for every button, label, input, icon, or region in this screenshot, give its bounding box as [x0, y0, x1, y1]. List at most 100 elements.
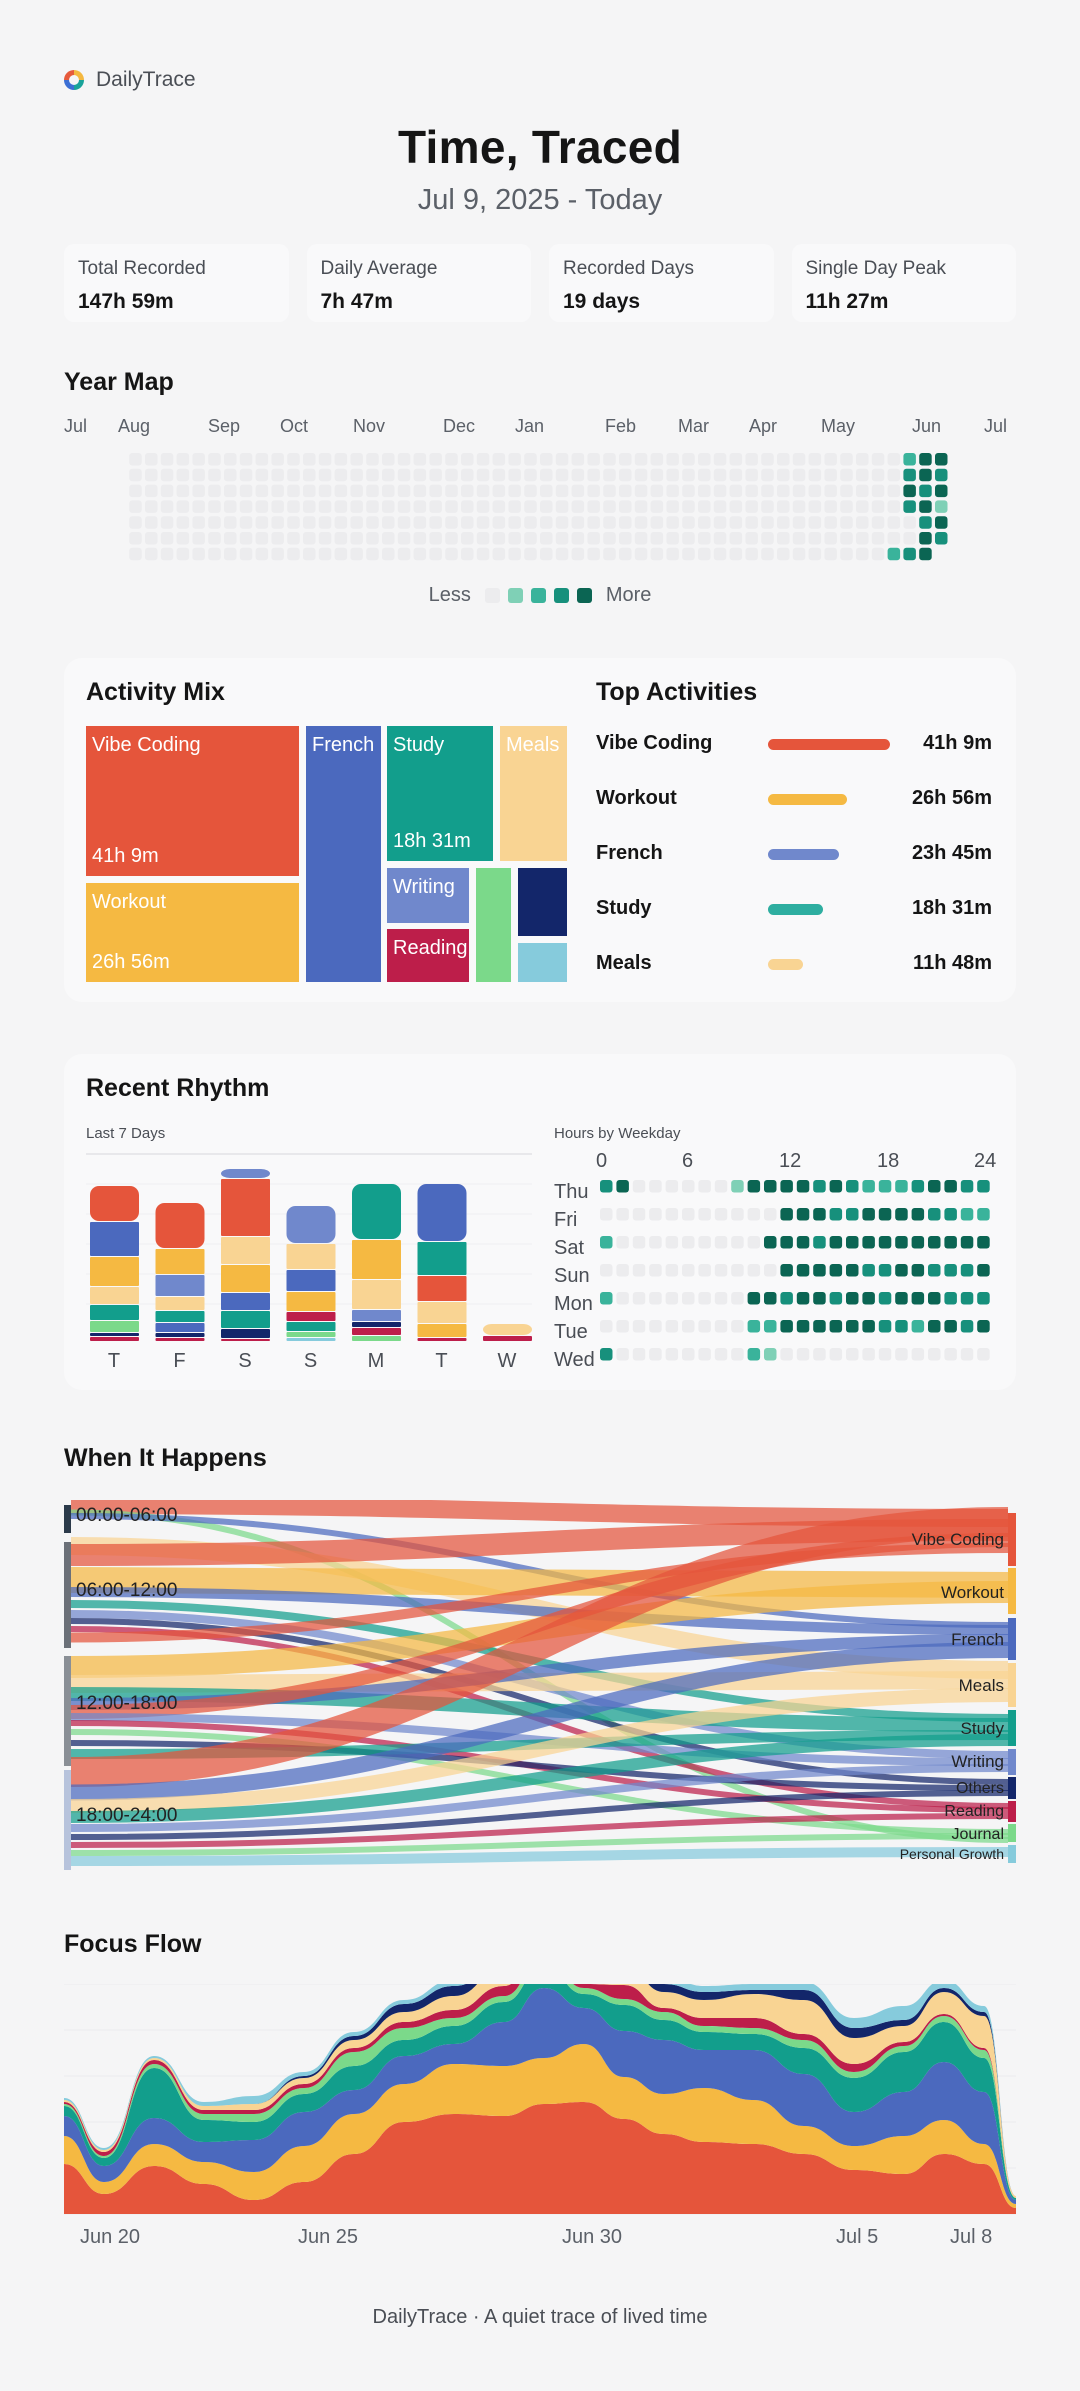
rhythm-bar-segment — [221, 1265, 270, 1292]
heatmap-cell — [911, 1348, 925, 1361]
day-label: S — [303, 1350, 318, 1372]
top-activity-row[interactable]: French 23h 45m — [596, 838, 992, 868]
heatmap-cell — [616, 1292, 629, 1305]
heatmap-cell — [796, 1292, 810, 1305]
treemap-meals[interactable]: Meals — [500, 726, 567, 861]
heatmap-cell — [960, 1180, 974, 1193]
treemap-vibe-coding[interactable]: Vibe Coding 41h 9m — [86, 726, 299, 876]
heatmap-cell — [944, 1292, 957, 1305]
year-map-cell — [792, 532, 806, 545]
year-map-cell — [603, 453, 616, 466]
top-activity-row[interactable]: Study 18h 31m — [596, 893, 992, 923]
year-map-cell — [856, 484, 869, 498]
year-map-cell — [334, 532, 348, 545]
day-label: F — [173, 1350, 186, 1372]
year-map-cell — [303, 453, 316, 466]
year-map-cell — [650, 532, 664, 545]
year-map-cell — [429, 453, 442, 466]
heatmap-cell — [632, 1208, 646, 1221]
year-map-cell — [492, 500, 506, 513]
sankey-activity-label: Meals — [958, 1676, 1004, 1695]
year-map-cell — [777, 468, 790, 482]
year-map-cell — [808, 500, 822, 513]
treemap-value: 41h 9m — [92, 845, 159, 867]
sankey-target-node — [1008, 1710, 1016, 1746]
heatmap-cell — [665, 1348, 679, 1361]
year-map-cell — [745, 532, 758, 545]
heatmap-cell — [911, 1292, 925, 1305]
year-map-cell — [176, 547, 190, 561]
heatmap-cell — [714, 1236, 728, 1249]
year-map-cell — [619, 532, 632, 545]
day-label: M — [367, 1350, 385, 1372]
stat-card: Single Day Peak 11h 27m — [791, 244, 1016, 322]
activity-name: Meals — [596, 952, 652, 974]
top-activity-row[interactable]: Vibe Coding 41h 9m — [596, 728, 992, 758]
treemap-personal-growth[interactable] — [518, 943, 567, 982]
heatmap-cell — [600, 1180, 613, 1193]
heatmap-cell — [632, 1180, 646, 1193]
treemap-others[interactable] — [518, 868, 567, 936]
treemap-study[interactable]: Study 18h 31m — [387, 726, 493, 861]
treemap-reading[interactable]: Reading — [387, 929, 469, 982]
treemap-workout[interactable]: Workout 26h 56m — [86, 883, 299, 982]
stat-label: Daily Average — [320, 258, 438, 279]
heatmap-cell — [862, 1208, 875, 1221]
year-map-cell — [208, 484, 221, 498]
year-map-cell — [840, 500, 853, 513]
top-activity-row[interactable]: Meals 11h 48m — [596, 948, 992, 978]
date-range: Jul 9, 2025 - Today — [417, 184, 663, 216]
month-label: Oct — [280, 416, 309, 436]
year-map-cell — [145, 468, 158, 482]
sankey-target-node — [1008, 1777, 1016, 1799]
year-map-cell — [461, 500, 474, 513]
year-map-cell — [524, 516, 537, 529]
year-map-cell — [698, 468, 711, 482]
treemap-writing[interactable]: Writing — [387, 868, 469, 923]
sankey-activity-label: Others — [955, 1780, 1004, 1797]
heatmap-cell — [813, 1292, 826, 1305]
treemap-french[interactable]: French — [306, 726, 381, 982]
heatmap-cell — [747, 1180, 761, 1193]
heatmap-cell — [829, 1320, 843, 1333]
year-map-cell — [129, 516, 142, 529]
year-map-cell — [255, 468, 269, 482]
year-map-cell — [303, 532, 316, 545]
year-map-cell — [903, 484, 916, 498]
year-map-cell — [871, 453, 885, 466]
year-map-cell — [429, 468, 442, 482]
year-map-cell — [713, 468, 727, 482]
year-map-cell — [745, 484, 758, 498]
year-map-cell — [713, 484, 727, 498]
year-map-cell — [445, 547, 458, 561]
heatmap-cell — [862, 1236, 875, 1249]
day-label: W — [497, 1350, 517, 1372]
year-map-cell — [698, 547, 711, 561]
year-map-cell — [903, 500, 916, 513]
top-activity-row[interactable]: Workout 26h 56m — [596, 783, 992, 813]
year-map-cell — [666, 500, 679, 513]
heatmap-cell — [682, 1208, 695, 1221]
year-map-cell — [476, 516, 490, 529]
heatmap-cell — [878, 1208, 892, 1221]
day-label: T — [435, 1350, 448, 1372]
treemap-journal[interactable] — [476, 868, 511, 982]
year-map-cell — [603, 484, 616, 498]
sankey-source-node — [64, 1656, 71, 1766]
heatmap-cell — [796, 1320, 810, 1333]
year-map-cell — [429, 532, 442, 545]
year-map-cell — [508, 468, 521, 482]
year-map-cell — [571, 516, 585, 529]
heatmap-cell — [977, 1180, 990, 1193]
rhythm-bar-segment — [417, 1242, 467, 1275]
heatmap-cell — [731, 1236, 744, 1249]
year-map-cell — [397, 453, 411, 466]
treemap-label: French — [312, 734, 375, 756]
weekday-label: Sun — [554, 1265, 590, 1287]
heatmap-cell — [632, 1264, 646, 1277]
year-map-cell — [919, 500, 932, 513]
heatmap-cell — [878, 1292, 892, 1305]
year-map-cell — [540, 532, 553, 545]
heatmap-cell — [944, 1236, 957, 1249]
stat-card: Recorded Days 19 days — [549, 244, 774, 322]
